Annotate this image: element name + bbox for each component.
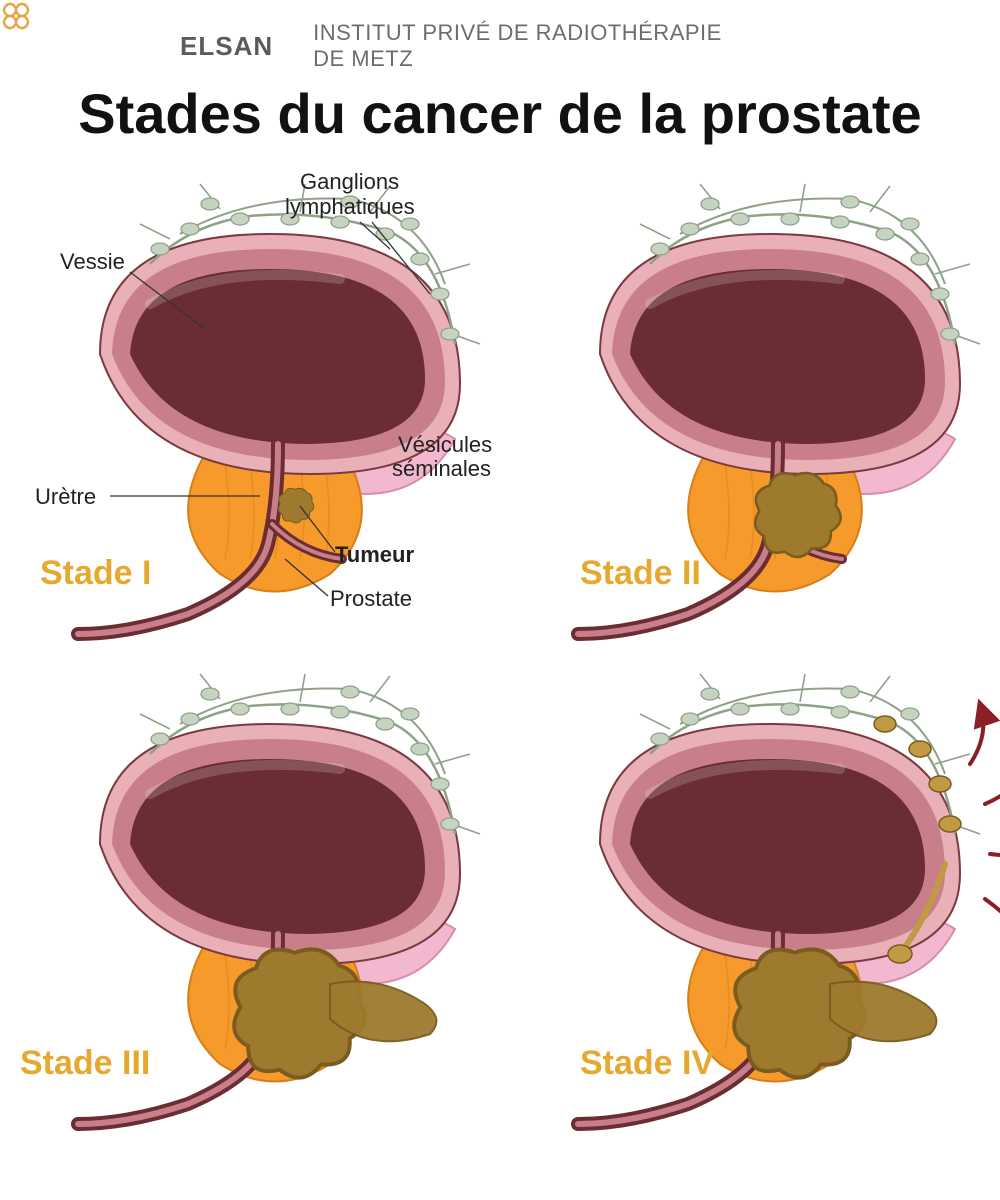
annotation-label: séminales	[392, 456, 491, 482]
annotation-label: Urètre	[35, 484, 96, 510]
brand-logo: ELSAN	[180, 31, 273, 62]
annotation-label: Tumeur	[335, 542, 414, 568]
stage-panel: Stade IV	[500, 644, 1000, 1134]
stage-label: Stade I	[40, 554, 151, 593]
annotation-label: Prostate	[330, 586, 412, 612]
page-title: Stades du cancer de la prostate	[50, 85, 950, 144]
header: ELSAN INSTITUT PRIVÉ DE RADIOTHÉRAPIE DE…	[0, 0, 1000, 73]
annotation-label: lymphatiques	[285, 194, 415, 220]
stage-label: Stade III	[20, 1044, 150, 1083]
stage-label: Stade IV	[580, 1044, 714, 1083]
annotation-label: Vessie	[60, 249, 125, 275]
stage-panel: Stade II	[500, 154, 1000, 644]
institute-name: INSTITUT PRIVÉ DE RADIOTHÉRAPIE DE METZ	[313, 20, 722, 73]
brand-mark-icon	[0, 0, 32, 32]
brand-name: ELSAN	[180, 31, 273, 62]
annotation-label: Ganglions	[300, 169, 399, 195]
stage-label: Stade II	[580, 554, 701, 593]
annotation-label: Vésicules	[398, 432, 492, 458]
stage-panel: Stade III	[0, 644, 500, 1134]
institute-line1: INSTITUT PRIVÉ DE RADIOTHÉRAPIE	[313, 20, 722, 46]
stage-panel: Stade I Vessie Ganglionslymphatiques Urètre…	[0, 154, 500, 644]
stages-grid: Stade I Vessie Ganglionslymphatiques Urètre…	[0, 154, 1000, 1134]
institute-line2: DE METZ	[313, 46, 722, 72]
